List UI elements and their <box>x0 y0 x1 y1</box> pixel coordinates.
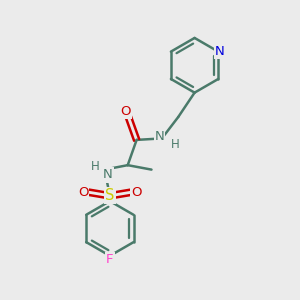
Text: O: O <box>131 186 142 199</box>
Text: H: H <box>171 138 180 152</box>
Text: S: S <box>105 188 115 203</box>
Text: O: O <box>120 105 130 118</box>
Text: N: N <box>154 130 164 143</box>
Text: O: O <box>78 186 88 199</box>
Text: N: N <box>215 45 225 58</box>
Text: N: N <box>103 169 113 182</box>
Text: F: F <box>106 253 114 266</box>
Text: H: H <box>91 160 99 173</box>
